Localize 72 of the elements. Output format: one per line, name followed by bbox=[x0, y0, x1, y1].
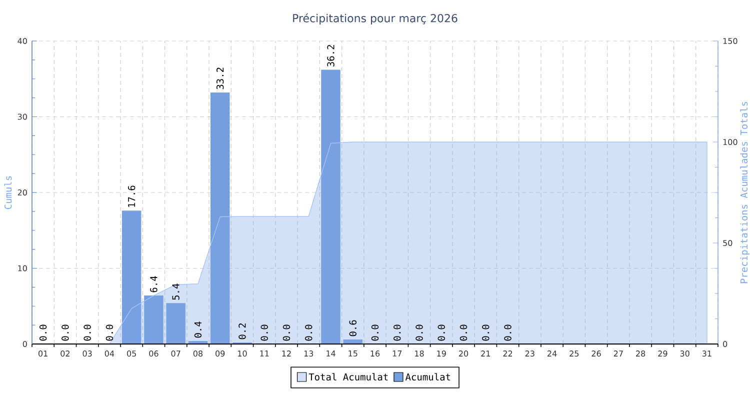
data-label: 0.0 bbox=[260, 324, 268, 341]
data-label: 0.0 bbox=[62, 324, 69, 341]
x-tick-label: 04 bbox=[104, 350, 114, 357]
data-label: 36.2 bbox=[327, 45, 334, 66]
y-tick-label: 40 bbox=[18, 38, 27, 44]
x-tick-label: 26 bbox=[592, 350, 601, 357]
data-label: 6.4 bbox=[150, 276, 158, 292]
x-tick-label: 22 bbox=[503, 350, 512, 356]
x-tick-label: 19 bbox=[437, 350, 446, 357]
data-label: 0.0 bbox=[39, 324, 47, 341]
x-tick-label: 05 bbox=[127, 350, 136, 357]
bar bbox=[210, 92, 230, 344]
y2-tick-label: 0 bbox=[723, 340, 728, 348]
y2-axis-title: Precipitations Acumulades Totals bbox=[740, 102, 750, 284]
y-tick-label: 20 bbox=[18, 189, 27, 196]
x-tick-label: 15 bbox=[348, 350, 358, 356]
data-label: 0.0 bbox=[504, 324, 512, 341]
x-tick-label: 23 bbox=[525, 350, 534, 357]
x-tick-label: 16 bbox=[370, 350, 380, 357]
x-tick-label: 30 bbox=[680, 350, 690, 357]
data-label: 5.4 bbox=[172, 284, 180, 300]
bar bbox=[122, 210, 142, 344]
chart-title: Précipitations pour març 2026 bbox=[293, 13, 458, 24]
x-tick-label: 02 bbox=[60, 350, 70, 357]
data-label: 0.0 bbox=[282, 324, 290, 341]
x-tick-label: 24 bbox=[548, 350, 557, 356]
y2-tick-label: 50 bbox=[723, 240, 732, 246]
x-tick-label: 01 bbox=[38, 350, 48, 357]
y-tick-label: 30 bbox=[18, 114, 27, 120]
data-label: 33.2 bbox=[216, 68, 224, 90]
legend-label: Acumulat bbox=[405, 373, 450, 381]
data-label: 0.0 bbox=[438, 324, 445, 341]
data-label: 0.0 bbox=[305, 324, 312, 341]
x-tick-label: 14 bbox=[326, 350, 336, 356]
data-label: 0.0 bbox=[106, 324, 114, 341]
bar bbox=[144, 296, 164, 344]
data-label: 17.6 bbox=[128, 186, 136, 207]
x-tick-label: 06 bbox=[149, 350, 158, 357]
x-tick-label: 09 bbox=[216, 350, 225, 357]
x-tick-label: 08 bbox=[193, 350, 203, 357]
y2-tick-label: 150 bbox=[723, 38, 738, 44]
data-label: 0.0 bbox=[416, 324, 423, 341]
y-tick-label: 10 bbox=[18, 265, 27, 272]
x-tick-label: 13 bbox=[304, 350, 314, 357]
x-tick-label: 12 bbox=[282, 350, 291, 356]
bar bbox=[166, 303, 186, 344]
data-label: 0.0 bbox=[84, 324, 91, 341]
legend-label: Total Acumulat bbox=[308, 373, 388, 381]
x-tick-label: 18 bbox=[415, 350, 424, 357]
x-tick-label: 27 bbox=[614, 350, 623, 356]
data-label: 0.6 bbox=[349, 320, 356, 336]
x-tick-label: 21 bbox=[481, 350, 490, 356]
x-tick-label: 11 bbox=[260, 350, 269, 356]
data-label: 0.0 bbox=[394, 324, 401, 341]
x-tick-label: 10 bbox=[238, 350, 247, 357]
x-tick-label: 17 bbox=[392, 350, 402, 356]
data-label: 0.0 bbox=[482, 324, 490, 341]
y2-tick-label: 100 bbox=[723, 138, 738, 146]
y-tick-label: 0 bbox=[22, 340, 27, 348]
bar bbox=[321, 70, 340, 344]
x-tick-label: 31 bbox=[702, 350, 712, 357]
data-label: 0.4 bbox=[194, 322, 202, 338]
x-tick-label: 20 bbox=[459, 350, 468, 357]
data-label: 0.2 bbox=[238, 323, 246, 340]
y-axis-title: Cumuls bbox=[4, 176, 12, 210]
x-tick-label: 07 bbox=[171, 350, 180, 357]
data-label: 0.0 bbox=[371, 324, 379, 341]
x-tick-label: 29 bbox=[658, 350, 668, 357]
x-tick-label: 28 bbox=[636, 350, 646, 357]
data-label: 0.0 bbox=[460, 324, 468, 341]
x-tick-label: 03 bbox=[82, 350, 92, 357]
x-tick-label: 25 bbox=[570, 350, 579, 357]
